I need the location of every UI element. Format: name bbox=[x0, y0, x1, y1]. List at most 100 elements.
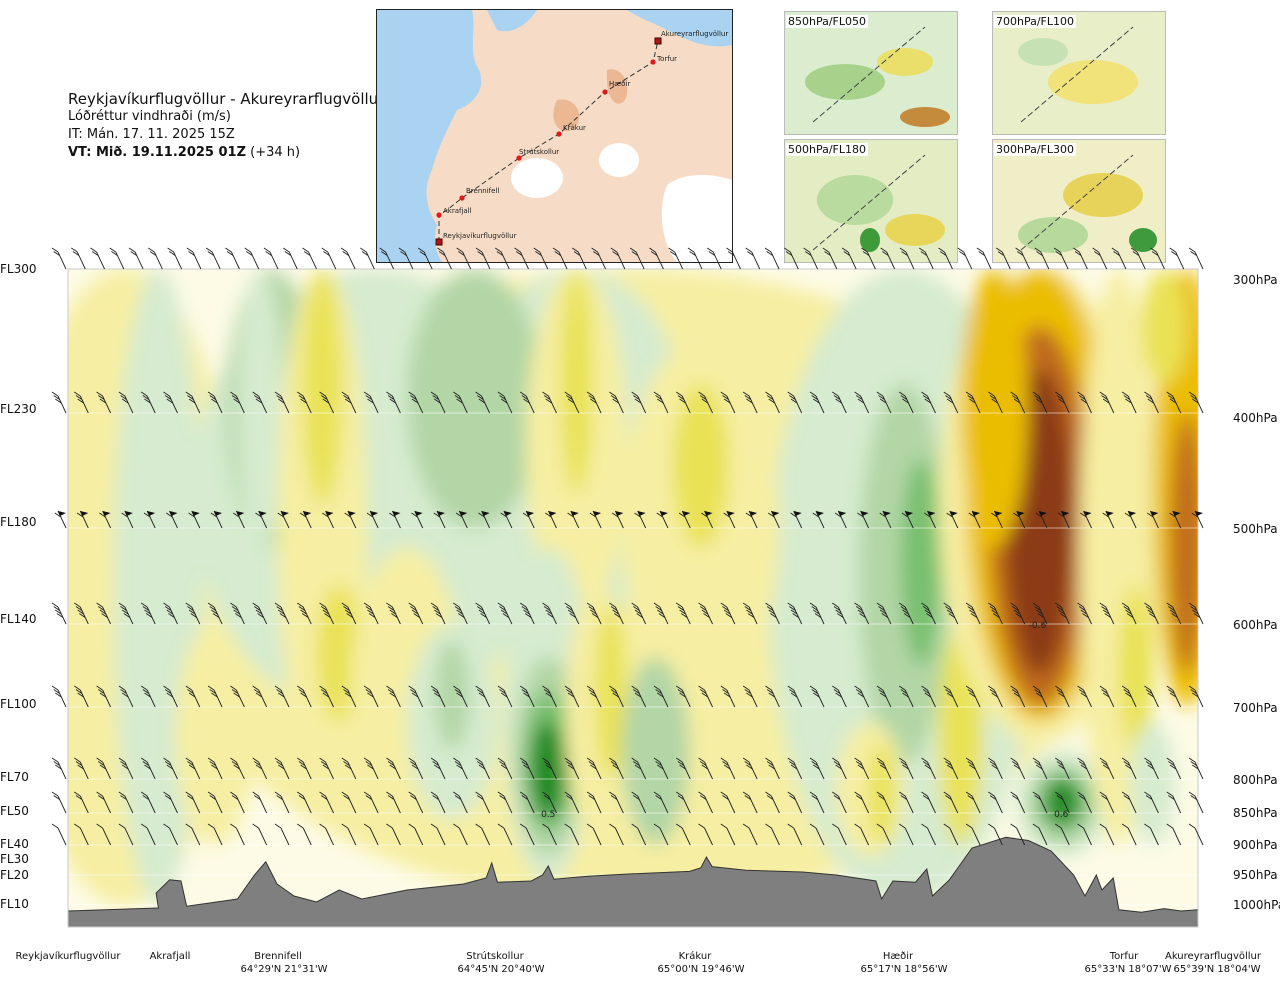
thumbnail-300[interactable]: 300hPa/FL300 bbox=[992, 139, 1166, 263]
wind-barb bbox=[453, 685, 468, 708]
waypoint-labels: Reykjavíkurflugvöllur Akrafjall Brennifell… bbox=[16, 950, 1262, 975]
wind-barb bbox=[968, 510, 981, 529]
wind-barb bbox=[96, 391, 111, 414]
wind-barb bbox=[803, 247, 818, 270]
wind-barb bbox=[653, 391, 669, 414]
wind-barb bbox=[283, 247, 298, 270]
terrain-profile bbox=[68, 836, 1198, 927]
wind-barb bbox=[140, 757, 156, 780]
wind-barb bbox=[433, 510, 446, 529]
wind-barb bbox=[519, 685, 535, 708]
wind-barb bbox=[812, 510, 825, 529]
thumbnail-label: 300hPa/FL300 bbox=[994, 143, 1077, 156]
field-contour-slight_down bbox=[868, 743, 896, 845]
wind-barb bbox=[363, 823, 379, 846]
wind-barb bbox=[319, 791, 334, 814]
wind-barb bbox=[118, 791, 134, 814]
wind-barb bbox=[742, 685, 758, 708]
wind-barb bbox=[430, 757, 446, 780]
wind-barb bbox=[163, 602, 178, 625]
wind-barb bbox=[519, 823, 535, 846]
wind-barb bbox=[118, 823, 134, 846]
wind-barb bbox=[809, 602, 825, 625]
wind-barb bbox=[1015, 247, 1030, 270]
thumb-field-b bbox=[877, 48, 933, 76]
map-point-marker bbox=[435, 238, 443, 246]
wind-barb bbox=[363, 602, 379, 625]
wind-barb bbox=[698, 823, 713, 846]
wind-barb bbox=[497, 823, 513, 846]
waypoint-coordinate: 64°29'N 21°31'W bbox=[241, 964, 328, 975]
thumbnail-700[interactable]: 700hPa/FL100 bbox=[992, 11, 1166, 135]
route-map[interactable]: Akureyrarflugvöllur Torfur Hæðir Krákur Strú… bbox=[376, 9, 733, 263]
wind-barb bbox=[363, 757, 379, 780]
wind-barb bbox=[1121, 391, 1137, 414]
wind-barb bbox=[1166, 685, 1182, 708]
wind-barb bbox=[1054, 602, 1070, 625]
wind-barb bbox=[475, 602, 490, 625]
wind-barb bbox=[408, 823, 424, 846]
wind-barb bbox=[668, 247, 684, 270]
wind-barb bbox=[675, 823, 691, 846]
thumbnail-500[interactable]: 500hPa/FL180 bbox=[784, 139, 958, 263]
wind-barb bbox=[675, 602, 691, 625]
wind-barb bbox=[140, 602, 156, 625]
wind-barb bbox=[1054, 823, 1070, 846]
map-point-marker bbox=[459, 195, 465, 201]
map-point-label: Akureyrarflugvöllur bbox=[661, 30, 728, 38]
wind-barb bbox=[678, 510, 691, 529]
wind-barb bbox=[244, 247, 260, 270]
wind-barb bbox=[822, 247, 838, 270]
wind-barb bbox=[163, 791, 178, 814]
wind-barb bbox=[185, 391, 201, 414]
wind-barb bbox=[185, 757, 201, 780]
wind-barb bbox=[319, 685, 334, 708]
wind-barb bbox=[398, 247, 414, 270]
wind-barb bbox=[742, 757, 758, 780]
wind-barb bbox=[341, 757, 357, 780]
wind-barb bbox=[274, 602, 290, 625]
wind-barb bbox=[167, 247, 183, 270]
map-point-marker bbox=[516, 155, 522, 161]
wind-barb bbox=[542, 685, 557, 708]
wind-barb bbox=[296, 823, 312, 846]
wind-barb bbox=[631, 791, 647, 814]
wind-barb bbox=[938, 247, 953, 270]
wind-barb bbox=[1054, 757, 1070, 780]
wind-barb bbox=[1057, 510, 1070, 529]
flight-level-label: FL180 bbox=[0, 515, 37, 529]
waypoint-name: Brennifell bbox=[254, 951, 302, 962]
wind-barb bbox=[1169, 510, 1182, 529]
wind-barb bbox=[653, 757, 669, 780]
waypoint-name: Strútskollur bbox=[466, 950, 524, 962]
wind-barb bbox=[74, 757, 89, 780]
wind-barb bbox=[232, 510, 245, 529]
wind-barb bbox=[302, 247, 317, 270]
map-point-marker bbox=[654, 37, 662, 45]
wind-barb bbox=[1032, 685, 1048, 708]
wind-barb bbox=[1053, 247, 1069, 270]
wind-barb bbox=[533, 247, 549, 270]
wind-barb bbox=[230, 391, 245, 414]
plot-frame bbox=[67, 268, 1199, 928]
pressure-level-label: 850hPa bbox=[1233, 806, 1278, 820]
plot-area bbox=[68, 269, 1198, 927]
wind-barb bbox=[497, 685, 513, 708]
thumbnail-850[interactable]: 850hPa/FL050 bbox=[784, 11, 958, 135]
wind-barb bbox=[341, 391, 357, 414]
pressure-level-label: 600hPa bbox=[1233, 618, 1278, 632]
wind-barb bbox=[1144, 685, 1159, 708]
vertical-velocity-field bbox=[68, 269, 1198, 905]
wind-barb bbox=[185, 602, 201, 625]
north-fjord bbox=[627, 10, 732, 47]
sea-area bbox=[377, 10, 482, 262]
flight-level-label: FL230 bbox=[0, 402, 37, 416]
value-annotation: 0.5 bbox=[541, 810, 555, 820]
wind-barb bbox=[453, 823, 468, 846]
wind-barb bbox=[653, 602, 669, 625]
highland-ridge bbox=[606, 69, 628, 104]
wind-barb bbox=[988, 685, 1003, 708]
wind-barb bbox=[631, 823, 647, 846]
wind-barb bbox=[430, 602, 446, 625]
wind-barb bbox=[453, 791, 468, 814]
